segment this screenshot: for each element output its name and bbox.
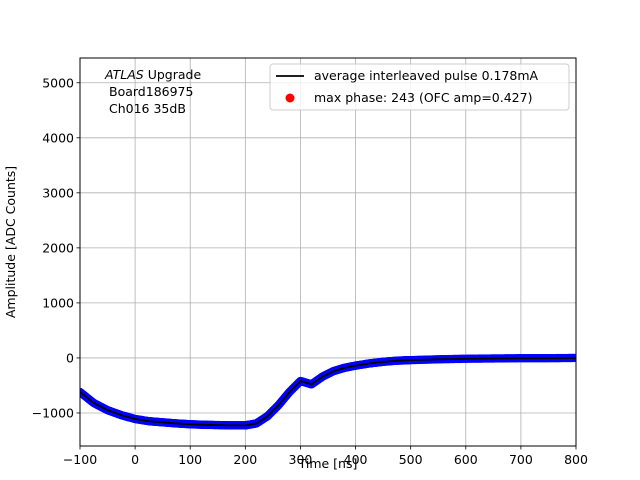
x-tick-label: 700: [509, 452, 533, 467]
annotation-channel: Ch016 35dB: [109, 101, 186, 116]
legend-entry-max-phase: max phase: 243 (OFC amp=0.427): [314, 90, 532, 105]
annotation-experiment-suffix: Upgrade: [144, 67, 202, 82]
x-tick-label: 0: [131, 452, 139, 467]
x-tick-label: 100: [178, 452, 202, 467]
x-tick-label: 300: [289, 452, 313, 467]
legend-entry-average-pulse: average interleaved pulse 0.178mA: [314, 68, 539, 83]
x-tick-label: −100: [63, 452, 97, 467]
y-tick-label: −1000: [32, 405, 74, 420]
annotation-board: Board186975: [109, 84, 193, 99]
x-tick-label: 400: [344, 452, 368, 467]
y-tick-label: 2000: [42, 240, 74, 255]
annotation-experiment-line: ATLAS Upgrade: [104, 67, 201, 82]
y-tick-label: 5000: [42, 75, 74, 90]
y-axis-label: Amplitude [ADC Counts]: [3, 166, 18, 318]
x-axis-ticks: −100 0 100 200 300 400 500 600 700 800: [63, 446, 588, 467]
x-tick-label: 200: [233, 452, 257, 467]
plot-frame: [79, 57, 577, 447]
x-tick-label: 800: [564, 452, 588, 467]
y-tick-label: 0: [66, 350, 74, 365]
legend: average interleaved pulse 0.178mA max ph…: [269, 63, 570, 111]
annotation-experiment: ATLAS: [104, 67, 144, 82]
legend-box: [269, 63, 570, 111]
legend-marker-swatch: [285, 93, 295, 103]
annotation: ATLAS Upgrade Board186975 Ch016 35dB: [104, 67, 201, 116]
series-layer: [80, 353, 576, 430]
y-tick-label: 4000: [42, 130, 74, 145]
y-tick-label: 1000: [42, 295, 74, 310]
x-axis-label: Time [ns]: [298, 456, 358, 471]
average-pulse-line: [80, 357, 576, 427]
x-tick-label: 500: [399, 452, 423, 467]
y-tick-label: 3000: [42, 185, 74, 200]
y-axis-ticks: −1000 0 1000 2000 3000 4000 5000: [32, 75, 80, 420]
x-tick-label: 600: [454, 452, 478, 467]
